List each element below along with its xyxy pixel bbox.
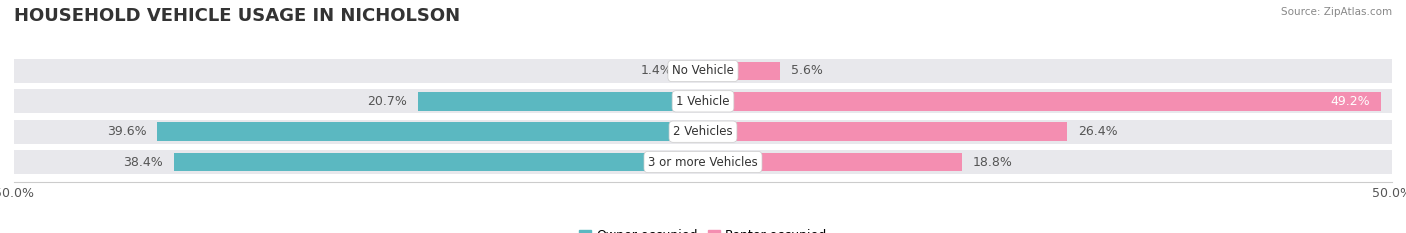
Bar <box>14 89 1392 113</box>
Text: 26.4%: 26.4% <box>1078 125 1118 138</box>
Text: 39.6%: 39.6% <box>107 125 146 138</box>
Text: 38.4%: 38.4% <box>124 155 163 168</box>
Bar <box>14 120 1392 144</box>
Text: Source: ZipAtlas.com: Source: ZipAtlas.com <box>1281 7 1392 17</box>
Bar <box>174 153 703 171</box>
Text: 1 Vehicle: 1 Vehicle <box>676 95 730 108</box>
Text: 20.7%: 20.7% <box>367 95 406 108</box>
Text: 3 or more Vehicles: 3 or more Vehicles <box>648 155 758 168</box>
Text: 2 Vehicles: 2 Vehicles <box>673 125 733 138</box>
Bar <box>703 92 1381 111</box>
Text: 1.4%: 1.4% <box>641 65 672 78</box>
Bar <box>683 62 703 80</box>
Bar <box>157 122 703 141</box>
Legend: Owner-occupied, Renter-occupied: Owner-occupied, Renter-occupied <box>574 224 832 233</box>
Text: 18.8%: 18.8% <box>973 155 1012 168</box>
Text: 49.2%: 49.2% <box>1330 95 1369 108</box>
Bar <box>418 92 703 111</box>
Text: 5.6%: 5.6% <box>792 65 823 78</box>
Bar <box>703 62 780 80</box>
Text: HOUSEHOLD VEHICLE USAGE IN NICHOLSON: HOUSEHOLD VEHICLE USAGE IN NICHOLSON <box>14 7 460 25</box>
Bar <box>14 150 1392 174</box>
Bar <box>703 153 962 171</box>
Bar <box>14 59 1392 83</box>
Bar <box>703 122 1067 141</box>
Text: No Vehicle: No Vehicle <box>672 65 734 78</box>
